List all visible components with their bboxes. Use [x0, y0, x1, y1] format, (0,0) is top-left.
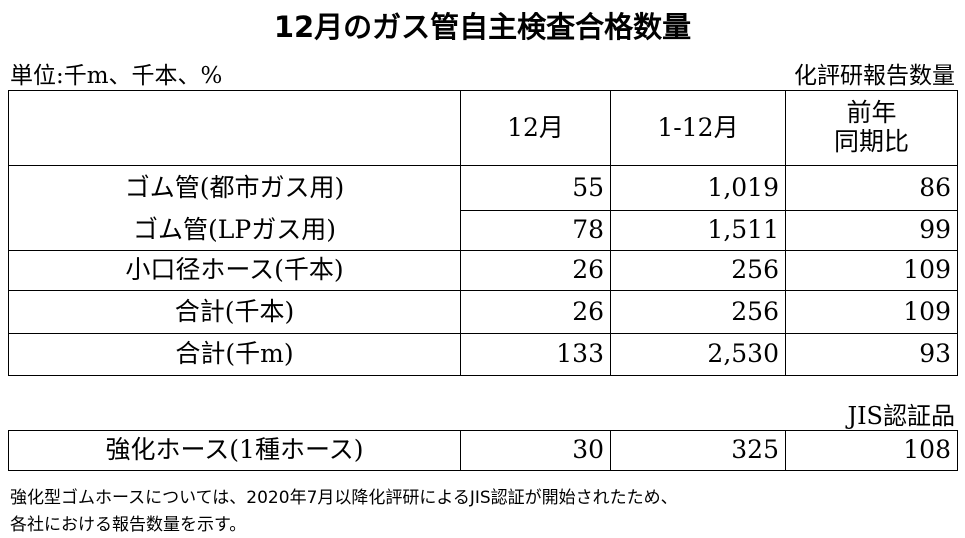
value-cell: 109	[785, 290, 958, 334]
footnote: 各社における報告数量を示す。	[10, 515, 247, 535]
value-cell: 108	[785, 430, 958, 471]
value-cell: 93	[785, 333, 958, 376]
row: ゴム管(LPガス用) 78 1,511 99	[8, 210, 958, 251]
value-cell: 256	[610, 250, 786, 291]
row-label: 合計(千m)	[8, 333, 461, 376]
row: 合計(千m) 133 2,530 93	[8, 333, 958, 376]
footnote: 強化型ゴムホースについては、2020年7月以降化評研によるJIS認証が開始された…	[10, 488, 678, 508]
row: 12月 1-12月 前年 同期比	[8, 90, 958, 166]
jis-table: 強化ホース(1種ホース) 30 325 108	[8, 430, 958, 471]
value-cell: 86	[785, 165, 958, 211]
unit: 単位:千m、千本、%	[10, 63, 223, 89]
row-label: ゴム管(都市ガス用)	[8, 165, 461, 211]
row: 小口径ホース(千本) 26 256 109	[8, 250, 958, 291]
column-header: 12月	[460, 90, 611, 166]
value-cell: 2,530	[610, 333, 786, 376]
value-cell: 30	[460, 430, 611, 471]
value-cell: 26	[460, 250, 611, 291]
value-cell: 26	[460, 290, 611, 334]
row: 強化ホース(1種ホース) 30 325 108	[8, 430, 958, 471]
column-header: 1-12月	[610, 90, 786, 166]
title: 12月のガス管自主検査合格数量	[273, 10, 692, 44]
jis-label: JIS認証品	[847, 402, 955, 430]
value-cell: 55	[460, 165, 611, 211]
row-label: ゴム管(LPガス用)	[8, 210, 461, 251]
value-cell: 99	[785, 210, 958, 251]
value-cell: 133	[460, 333, 611, 376]
row: 合計(千本) 26 256 109	[8, 290, 958, 334]
value-cell: 109	[785, 250, 958, 291]
source: 化評研報告数量	[794, 63, 955, 89]
row-label: 小口径ホース(千本)	[8, 250, 461, 291]
value-cell: 1,511	[610, 210, 786, 251]
value-cell: 1,019	[610, 165, 786, 211]
row-label: 合計(千本)	[8, 290, 461, 334]
value-cell: 256	[610, 290, 786, 334]
row: ゴム管(都市ガス用) 55 1,019 86	[8, 165, 958, 211]
main-table: 12月 1-12月 前年 同期比 ゴム管(都市ガス用) 55 1,019 86 ゴム管(LPガ…	[8, 90, 958, 376]
value-cell: 325	[610, 430, 786, 471]
column-header: 前年 同期比	[785, 90, 958, 166]
value-cell: 78	[460, 210, 611, 251]
row-label: 強化ホース(1種ホース)	[8, 430, 461, 471]
corner-cell	[8, 90, 461, 166]
